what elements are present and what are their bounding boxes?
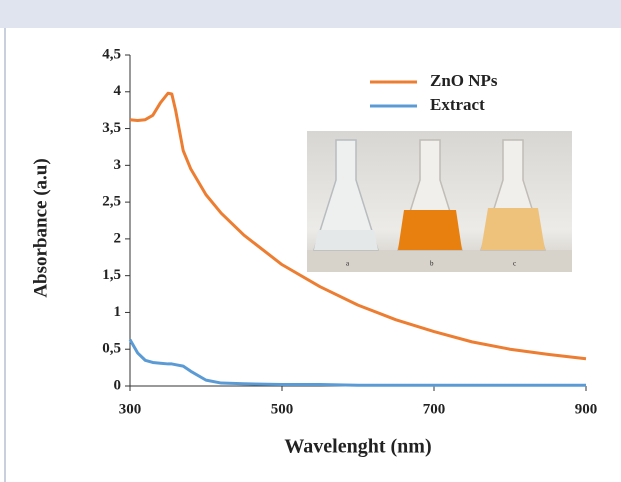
y-tick-label: 1	[114, 304, 122, 320]
y-tick-label: 3	[114, 157, 122, 173]
inset-label: c	[513, 260, 516, 268]
y-tick-label: 4	[114, 83, 122, 99]
y-axis-title: Absorbance (a.u)	[30, 158, 51, 297]
inset-photo	[307, 131, 572, 272]
y-tick-label: 4,5	[102, 46, 121, 62]
x-tick-label: 500	[271, 401, 294, 417]
y-tick-label: 1,5	[102, 267, 121, 283]
y-tick-label: 0	[114, 377, 122, 393]
y-tick-label: 0,5	[102, 341, 121, 357]
legend-label: Extract	[430, 95, 485, 114]
y-tick-label: 2	[114, 230, 122, 246]
top-band	[0, 0, 621, 28]
y-tick-label: 3,5	[102, 120, 121, 136]
x-axis-title: Wavelenght (nm)	[284, 436, 431, 458]
legend-label: ZnO NPs	[430, 71, 498, 90]
series-line	[130, 340, 586, 386]
chart: a b c Wavelenght (nm) Absorbance (a.u) 0…	[0, 0, 621, 482]
x-tick-label: 900	[575, 401, 598, 417]
x-tick-label: 300	[119, 401, 142, 417]
y-tick-label: 2,5	[102, 194, 121, 210]
x-tick-label: 700	[423, 401, 446, 417]
inset-label: b	[430, 260, 434, 268]
page: {"chart_data": {"type": "line", "x_label…	[0, 0, 621, 482]
